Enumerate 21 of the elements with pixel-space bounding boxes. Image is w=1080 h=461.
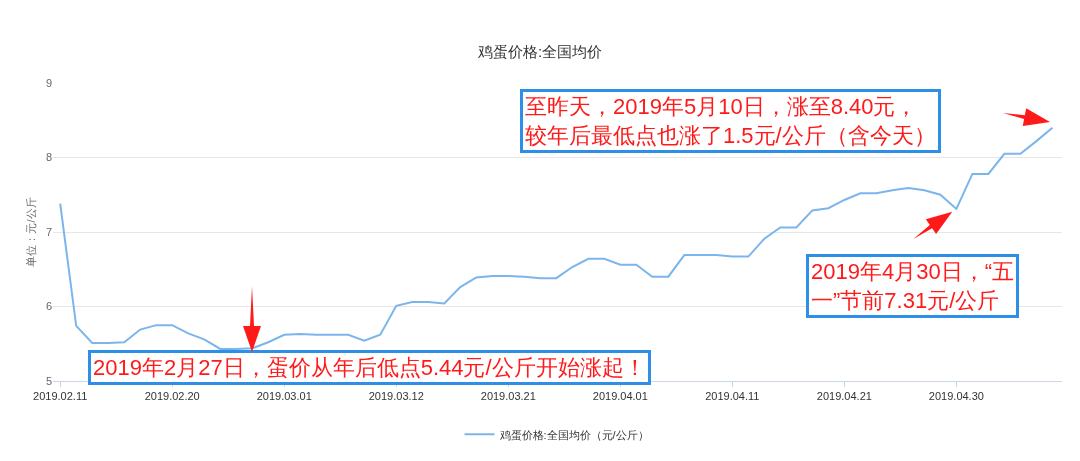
x-tick-label: 2019.04.11 bbox=[705, 390, 760, 403]
y-tick-label: 5 bbox=[45, 374, 52, 387]
x-tick-label: 2019.02.20 bbox=[144, 390, 200, 403]
annotation: 至昨天，2019年5月10日，涨至8.40元，较年后最低点也涨了1.5元/公斤（含今天） bbox=[525, 94, 936, 148]
y-tick-label: 9 bbox=[45, 76, 52, 89]
chart-title: 鸡蛋价格:全国均价 bbox=[476, 42, 603, 60]
x-tick-label: 2019.02.11 bbox=[33, 390, 88, 403]
x-tick-label: 2019.03.01 bbox=[256, 390, 312, 403]
x-tick-label: 2019.03.21 bbox=[480, 390, 536, 403]
annotation: 2019年4月30日，“五一”节前7.31元/公斤 bbox=[811, 259, 1014, 313]
y-tick-label: 6 bbox=[45, 300, 52, 313]
y-tick-label: 8 bbox=[45, 151, 52, 164]
line-series bbox=[59, 126, 1054, 350]
x-tick-label: 2019.04.01 bbox=[592, 390, 648, 403]
x-tick-label: 2019.04.21 bbox=[816, 390, 872, 403]
y-axis-title: 单位：元/公斤 bbox=[24, 197, 37, 267]
legend-label: 鸡蛋价格:全国均价（元/公斤） bbox=[498, 428, 649, 441]
annotation: 2019年2月27日，蛋价从年后低点5.44元/公斤开始涨起！ bbox=[93, 355, 646, 380]
x-tick-label: 2019.04.30 bbox=[928, 390, 984, 403]
x-tick-label: 2019.03.12 bbox=[368, 390, 424, 403]
y-tick-label: 7 bbox=[45, 225, 52, 238]
